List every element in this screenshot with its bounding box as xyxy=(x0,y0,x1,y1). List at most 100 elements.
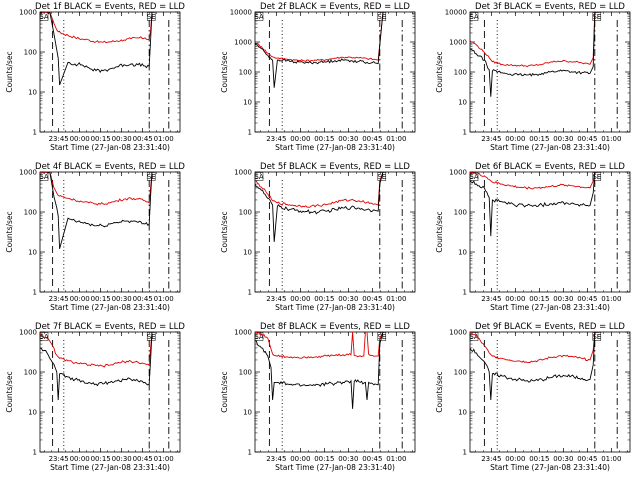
x-tick-label: 00:30 xyxy=(553,455,573,463)
y-axis-label: Counts/sec xyxy=(220,211,229,252)
corner-label-box xyxy=(39,332,49,341)
y-tick-label: 10 xyxy=(243,409,252,417)
corner-label-sa: SA xyxy=(254,13,264,21)
chart-title: Det 6f BLACK = Events, RED = LLD xyxy=(475,162,625,172)
x-tick-label: 00:15 xyxy=(91,295,111,303)
x-tick-label: 00:15 xyxy=(529,135,549,143)
y-tick-label: 10 xyxy=(243,99,252,107)
x-tick-label: 23:45 xyxy=(49,455,69,463)
corner-label-box xyxy=(592,172,602,181)
y-tick-label: 1 xyxy=(33,129,37,137)
x-tick-label: 23:45 xyxy=(266,455,286,463)
x-tick-label: 00:45 xyxy=(133,295,153,303)
x-tick-label: 00:15 xyxy=(91,455,111,463)
lld-series-line xyxy=(470,172,598,190)
lld-series-line xyxy=(255,172,384,208)
x-axis-label: Start Time (27-Jan-08 23:31:40) xyxy=(50,303,170,312)
events-series-line xyxy=(40,12,153,86)
x-tick-label: 00:00 xyxy=(70,295,90,303)
x-tick-label: 23:45 xyxy=(49,135,69,143)
corner-label-box xyxy=(377,332,387,341)
y-tick-label: 10 xyxy=(243,249,252,257)
x-tick-label: 00:00 xyxy=(505,455,525,463)
panel-det-4f: Det 4f BLACK = Events, RED = LLD 1 10 100 10… xyxy=(5,162,185,312)
chart-title: Det 3f BLACK = Events, RED = LLD xyxy=(475,2,625,12)
y-tick-label: 1000 xyxy=(449,329,467,337)
lld-series-line xyxy=(40,12,153,44)
corner-label-se: SE xyxy=(377,13,386,21)
x-tick-label: 00:15 xyxy=(314,135,334,143)
x-tick-label: 23:45 xyxy=(266,135,286,143)
panel-det-7f: Det 7f BLACK = Events, RED = LLD 1 10 100 10… xyxy=(5,322,185,472)
x-tick-label: 00:45 xyxy=(577,295,597,303)
x-tick-label: 01:00 xyxy=(154,135,174,143)
y-axis-label: Counts/sec xyxy=(435,371,444,412)
x-tick-label: 23:45 xyxy=(481,135,501,143)
x-axis-label: Start Time (27-Jan-08 23:31:40) xyxy=(490,463,610,472)
y-tick-label: 1000 xyxy=(449,169,467,177)
y-tick-label: 1000 xyxy=(19,329,37,337)
corner-label-box xyxy=(254,172,264,181)
x-axis-label: Start Time (27-Jan-08 23:31:40) xyxy=(50,143,170,152)
y-axis-label: Counts/sec xyxy=(220,51,229,92)
series-group xyxy=(40,332,153,401)
lld-series-line xyxy=(40,332,153,368)
y-tick-label: 100 xyxy=(24,369,37,377)
corner-label-box xyxy=(469,332,479,341)
corner-label-sa: SA xyxy=(39,173,49,181)
x-tick-label: 00:45 xyxy=(133,455,153,463)
chart-title: Det 7f BLACK = Events, RED = LLD xyxy=(35,322,185,332)
panel-det-9f: Det 9f BLACK = Events, RED = LLD 1 10 100 10… xyxy=(435,322,631,472)
x-tick-label: 00:45 xyxy=(362,455,382,463)
events-series-line xyxy=(470,12,598,97)
x-tick-label: 23:45 xyxy=(49,295,69,303)
series-group xyxy=(255,172,384,242)
series-group xyxy=(255,12,384,88)
y-tick-label: 1000 xyxy=(234,169,252,177)
x-tick-label: 00:30 xyxy=(112,455,132,463)
x-tick-label: 00:00 xyxy=(70,135,90,143)
y-tick-label: 1 xyxy=(463,289,467,297)
plot-frame xyxy=(469,331,631,453)
x-tick-label: 00:15 xyxy=(529,455,549,463)
y-tick-label: 100 xyxy=(454,369,467,377)
series-group xyxy=(255,332,384,409)
x-tick-label: 01:00 xyxy=(386,295,406,303)
y-tick-label: 100 xyxy=(239,69,252,77)
corner-label-box xyxy=(254,12,264,21)
x-tick-label: 01:00 xyxy=(601,455,621,463)
y-tick-label: 10 xyxy=(458,249,467,257)
panel-det-1f: Det 1f BLACK = Events, RED = LLD 1 10 100 10… xyxy=(5,2,185,152)
series-group xyxy=(470,12,598,97)
x-axis-label: Start Time (27-Jan-08 23:31:40) xyxy=(50,463,170,472)
x-tick-label: 00:45 xyxy=(362,135,382,143)
panel-det-3f: Det 3f BLACK = Events, RED = LLD 1 10 100 10… xyxy=(435,2,631,152)
x-tick-label: 00:30 xyxy=(553,135,573,143)
y-tick-label: 1 xyxy=(248,289,252,297)
y-tick-label: 100 xyxy=(24,49,37,57)
y-axis-label: Counts/sec xyxy=(435,211,444,252)
x-axis-label: Start Time (27-Jan-08 23:31:40) xyxy=(275,463,395,472)
plot-frame xyxy=(254,11,416,133)
lld-series-line xyxy=(255,332,384,359)
panel-det-6f: Det 6f BLACK = Events, RED = LLD 1 10 100 10… xyxy=(435,162,631,312)
plot-frame xyxy=(39,331,181,453)
x-tick-label: 00:00 xyxy=(70,455,90,463)
plot-frame xyxy=(469,171,631,293)
x-tick-label: 23:45 xyxy=(481,455,501,463)
y-axis-label: Counts/sec xyxy=(5,211,14,252)
chart-title: Det 4f BLACK = Events, RED = LLD xyxy=(35,162,185,172)
x-tick-label: 00:30 xyxy=(553,295,573,303)
corner-label-se: SE xyxy=(592,173,601,181)
chart-title: Det 8f BLACK = Events, RED = LLD xyxy=(260,322,410,332)
x-tick-label: 00:30 xyxy=(338,455,358,463)
x-tick-label: 23:45 xyxy=(481,295,501,303)
x-tick-label: 01:00 xyxy=(601,295,621,303)
x-tick-label: 01:00 xyxy=(154,295,174,303)
y-tick-label: 1 xyxy=(248,129,252,137)
y-tick-label: 1 xyxy=(463,449,467,457)
events-series-line xyxy=(470,332,598,401)
lld-series-line xyxy=(255,12,384,63)
corner-label-sa: SA xyxy=(39,13,49,21)
